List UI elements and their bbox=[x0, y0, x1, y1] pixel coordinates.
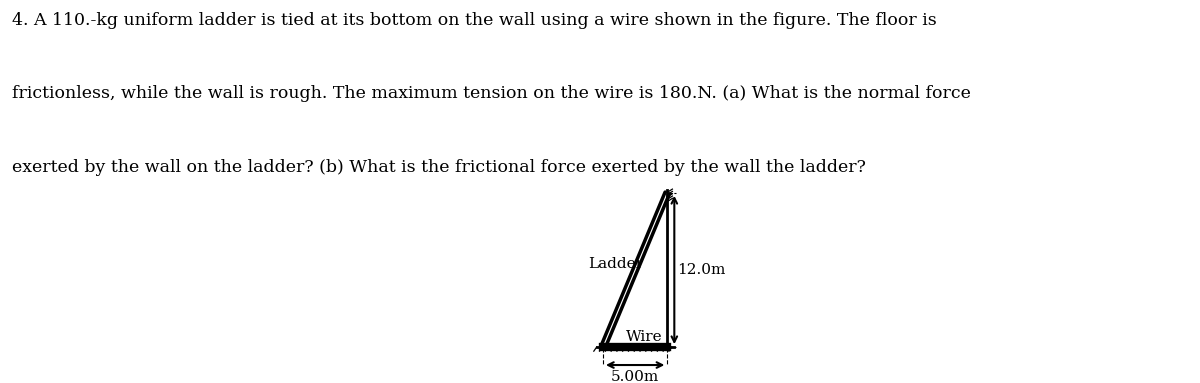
Text: 12.0m: 12.0m bbox=[678, 263, 726, 277]
Text: 5.00m: 5.00m bbox=[611, 370, 659, 383]
Text: Ladder: Ladder bbox=[588, 257, 643, 270]
Text: exerted by the wall on the ladder? (b) What is the frictional force exerted by t: exerted by the wall on the ladder? (b) W… bbox=[12, 159, 866, 176]
Text: frictionless, while the wall is rough. The maximum tension on the wire is 180.N.: frictionless, while the wall is rough. T… bbox=[12, 85, 971, 102]
Text: 4. A 110.-kg uniform ladder is tied at its bottom on the wall using a wire shown: 4. A 110.-kg uniform ladder is tied at i… bbox=[12, 12, 937, 29]
Text: Wire: Wire bbox=[626, 330, 662, 344]
